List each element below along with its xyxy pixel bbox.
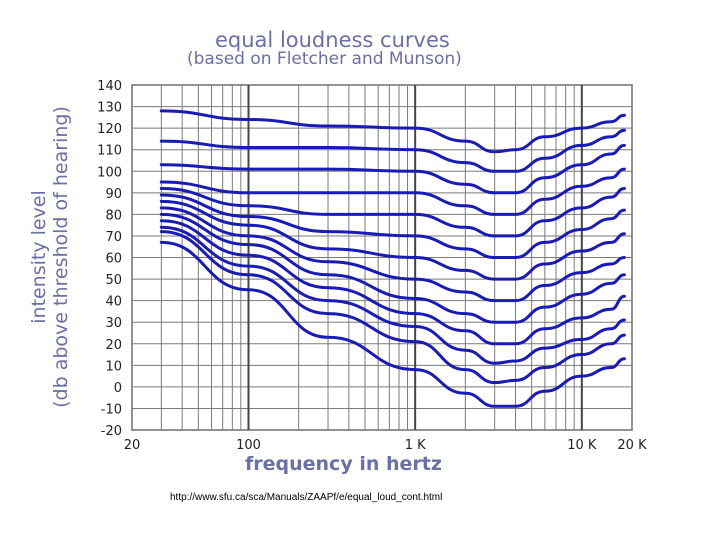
y-tick-label: 0 [114,381,122,396]
curve-line-5 [159,187,626,238]
x-tick-label: 100 [236,438,261,453]
x-tick-label: 20 [124,438,141,453]
curve-line-10 [159,219,626,346]
curve-line-3 [159,143,626,195]
curve-line-2 [159,128,626,173]
chart-title: equal loudness curves [215,28,450,52]
y-tick-label: 30 [105,316,122,331]
y-tick-label: -10 [101,402,122,417]
y-tick-label: 80 [105,208,122,223]
y-tick-label: 10 [105,359,122,374]
curve-line-11 [159,225,626,365]
y-tick-label: 110 [97,144,122,159]
y-tick-label: 60 [105,252,122,267]
y-tick-label: 20 [105,338,122,353]
y-tick-label: 140 [97,79,122,94]
x-tick-label: 1 K [405,438,426,453]
y-tick-label: 130 [97,101,122,116]
x-axis-label: frequency in hertz [245,453,442,475]
x-tick-labels: 20 100 1 K 10 K 20 K [124,438,647,453]
curve-line-8 [159,206,626,303]
curve-line-13 [159,240,626,408]
y-tick-label: 40 [105,295,122,310]
y-tick-label: 90 [105,187,122,202]
source-url[interactable]: http://www.sfu.ca/sca/Manuals/ZAAPf/e/eq… [170,492,443,503]
chart-subtitle: (based on Fletcher and Munson) [187,49,462,69]
curve-line-1 [159,109,626,154]
curve-line-6 [159,193,626,259]
y-tick-label: 50 [105,273,122,288]
grid [131,84,633,431]
series-group [159,109,626,408]
y-tick-label: 120 [97,122,122,137]
curve-line-12 [159,230,626,385]
x-tick-label: 20 K [617,438,647,453]
y-tick-label: 70 [105,230,122,245]
x-tick-label: 10 K [567,438,597,453]
curve-line-9 [159,212,626,324]
y-tick-label: 100 [97,165,122,180]
curve-line-7 [159,199,626,281]
curve-line-4 [159,167,626,216]
y-tick-label: -20 [101,424,122,439]
